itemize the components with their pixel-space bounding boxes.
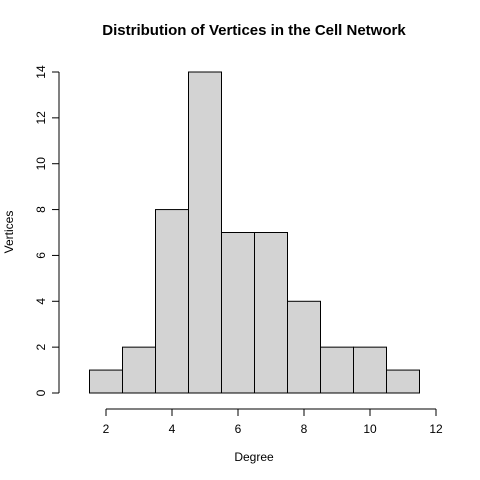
x-tick-label: 10 bbox=[363, 422, 377, 436]
histogram-bar-8 bbox=[320, 346, 354, 394]
histogram-bar-2 bbox=[122, 346, 156, 394]
histogram-bar-3 bbox=[155, 209, 189, 394]
bars-group bbox=[89, 71, 420, 394]
y-tick-label: 10 bbox=[34, 157, 48, 171]
histogram-bar-1 bbox=[89, 369, 123, 394]
y-tick-label: 0 bbox=[34, 389, 48, 396]
x-tick-label: 12 bbox=[429, 422, 443, 436]
x-axis: 2 4 6 8 10 12 bbox=[103, 408, 443, 436]
histogram-bar-6 bbox=[254, 232, 288, 394]
histogram-bar-5 bbox=[221, 232, 255, 394]
x-axis-label: Degree bbox=[234, 450, 274, 464]
y-axis-label: Vertices bbox=[2, 211, 16, 254]
histogram-bar-4 bbox=[188, 71, 222, 394]
x-tick-label: 6 bbox=[235, 422, 242, 436]
y-tick-label: 2 bbox=[34, 343, 48, 350]
x-tick-label: 8 bbox=[301, 422, 308, 436]
y-tick-label: 6 bbox=[34, 252, 48, 259]
y-axis: 0 2 4 6 8 10 12 14 bbox=[34, 65, 60, 396]
chart-title: Distribution of Vertices in the Cell Net… bbox=[102, 22, 406, 39]
y-tick-label: 12 bbox=[34, 111, 48, 125]
histogram-bar-9 bbox=[353, 346, 387, 394]
y-tick-label: 14 bbox=[34, 65, 48, 79]
histogram-bar-7 bbox=[287, 300, 321, 394]
x-tick-label: 2 bbox=[103, 422, 110, 436]
histogram-bar-10 bbox=[386, 369, 420, 394]
y-tick-label: 4 bbox=[34, 298, 48, 305]
y-tick-label: 8 bbox=[34, 206, 48, 213]
x-tick-label: 4 bbox=[169, 422, 176, 436]
